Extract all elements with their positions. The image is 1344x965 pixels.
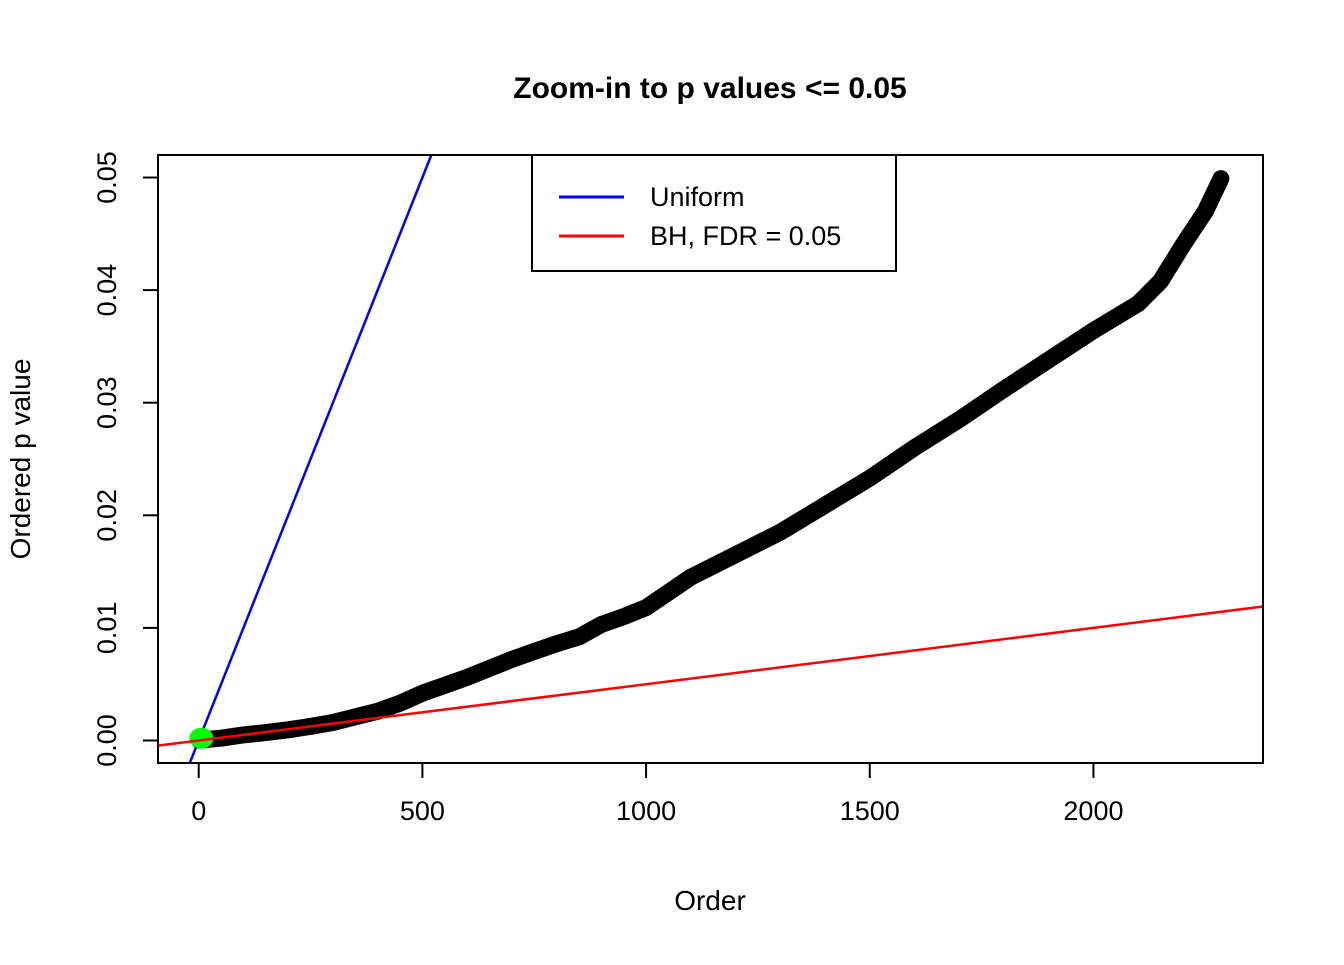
x-tick-label: 500 (400, 796, 445, 826)
significant-points-highlight (189, 727, 214, 749)
uniform-reference-line (188, 154, 433, 764)
chart-title: Zoom-in to p values <= 0.05 (513, 72, 906, 105)
legend: Uniform BH, FDR = 0.05 (531, 154, 897, 272)
y-tick-label: 0.02 (92, 489, 122, 542)
y-tick-label: 0.05 (92, 151, 122, 204)
legend-label-bh: BH, FDR = 0.05 (650, 221, 841, 251)
x-tick-label: 2000 (1063, 796, 1123, 826)
x-tick-label: 1000 (616, 796, 676, 826)
x-axis-title: Order (674, 885, 746, 916)
y-axis-title: Ordered p value (5, 359, 36, 560)
legend-box (531, 154, 897, 272)
y-tick-label: 0.00 (92, 714, 122, 767)
data-layer (157, 154, 1264, 764)
axis-ticks: 0 500 1000 1500 2000 0.00 0.01 0.02 0.03 0.04 0.05 (92, 151, 1123, 826)
y-tick-label: 0.03 (92, 376, 122, 429)
y-tick-label: 0.04 (92, 264, 122, 317)
x-tick-label: 1500 (840, 796, 900, 826)
bh-fdr-threshold-line (157, 605, 1264, 747)
y-tick-label: 0.01 (92, 602, 122, 655)
x-tick-label: 0 (191, 796, 206, 826)
legend-label-uniform: Uniform (650, 182, 745, 212)
